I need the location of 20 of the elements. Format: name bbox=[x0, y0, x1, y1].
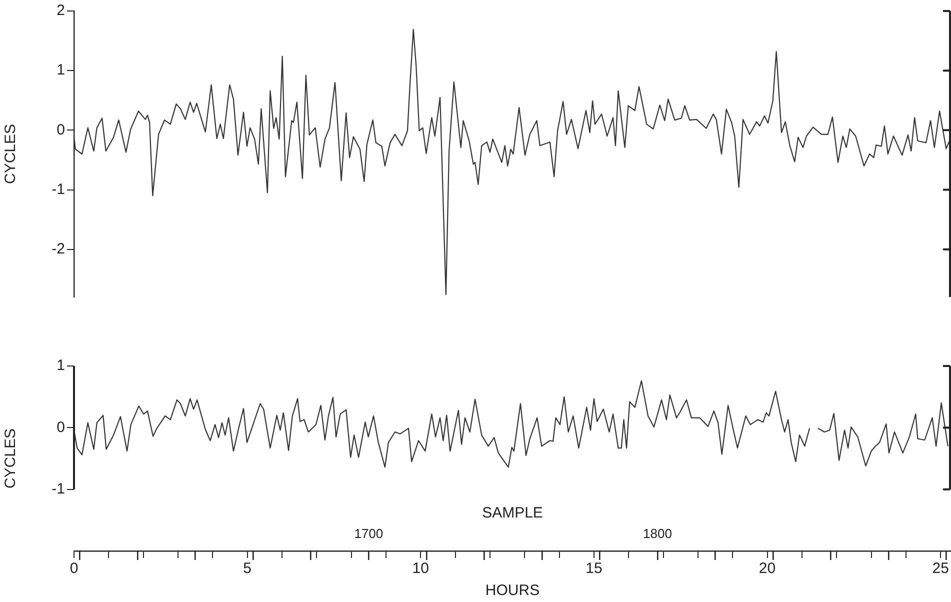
x2-axis-title: SAMPLE bbox=[482, 504, 543, 522]
x-tick-label: 25 bbox=[932, 560, 949, 578]
x-axis-title: HOURS bbox=[485, 582, 540, 600]
y-tick-label: 2 bbox=[56, 2, 65, 20]
y-tick-label: 1 bbox=[56, 62, 65, 79]
y-tick-label: -1 bbox=[52, 480, 65, 498]
x2-tick-label: 1700 bbox=[354, 526, 384, 542]
x2-tick-label: 1800 bbox=[643, 526, 672, 542]
y-tick-label: -1 bbox=[52, 180, 65, 198]
y-axis-title: CYCLES bbox=[2, 428, 20, 489]
y-tick-label: 1 bbox=[56, 357, 65, 374]
y-tick-label: 0 bbox=[56, 418, 65, 436]
y-tick-label: -2 bbox=[52, 240, 65, 258]
x-tick-label: 0 bbox=[70, 560, 78, 578]
y-axis-title: CYCLES bbox=[2, 124, 20, 184]
y-tick-label: 0 bbox=[56, 121, 65, 138]
x-tick-label: 10 bbox=[412, 560, 429, 578]
x-tick-label: 5 bbox=[243, 560, 252, 578]
x-tick-label: 20 bbox=[758, 560, 776, 578]
x-tick-label: 15 bbox=[586, 560, 602, 578]
